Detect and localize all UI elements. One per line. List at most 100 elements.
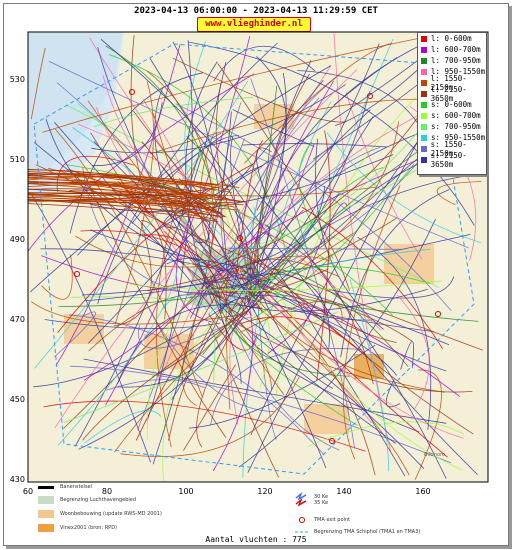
flight-track <box>57 163 253 333</box>
flight-track <box>146 70 214 270</box>
flight-track <box>97 42 278 305</box>
flight-track <box>54 311 97 358</box>
flight-track <box>90 229 256 270</box>
altitude-legend-label: s: 1550-2150m <box>430 139 467 158</box>
altitude-legend-item: s: 600-700m <box>418 110 486 121</box>
flight-track <box>172 57 347 123</box>
flight-track <box>80 230 252 316</box>
flight-track <box>238 218 436 468</box>
flight-track <box>63 265 223 429</box>
tma-exit-icon <box>299 517 305 523</box>
flight-track <box>30 65 332 293</box>
map-legend: Banenstelsel Begrenzing Luchthavengebied… <box>28 482 488 538</box>
flight-track <box>54 69 358 429</box>
flight-track <box>199 132 249 316</box>
flight-track <box>267 306 312 355</box>
flight-track <box>82 303 258 441</box>
flight-track <box>213 320 216 388</box>
y-tick-label: 470 <box>10 315 25 324</box>
color-swatch <box>421 79 427 86</box>
flight-track <box>255 116 374 296</box>
flight-track <box>251 266 430 295</box>
flight-track <box>208 313 258 351</box>
flight-track <box>28 173 232 193</box>
urban-swatch <box>38 510 54 518</box>
flight-track <box>258 288 464 439</box>
flight-track <box>120 376 300 457</box>
flight-track <box>307 421 465 447</box>
altitude-legend-label: s: 600-700m <box>431 111 481 120</box>
x-axis: 60 80 100 120 140 160 <box>23 487 431 496</box>
flight-track <box>343 185 401 460</box>
legend-label: Woonbebouwing (update RWS-MD 2001) <box>60 511 162 517</box>
flight-track <box>188 344 376 429</box>
flight-track <box>210 348 362 426</box>
flight-track <box>185 184 327 469</box>
flight-track <box>108 54 287 252</box>
flight-track <box>28 177 243 203</box>
flight-track <box>30 301 245 325</box>
flight-track <box>414 369 442 480</box>
flight-track <box>208 322 280 478</box>
flight-track <box>219 236 251 280</box>
map-frame: 2023-04-13 06:00:00 - 2023-04-13 11:29:5… <box>3 3 509 546</box>
legend-runways: Banenstelsel <box>38 484 92 490</box>
flight-track <box>188 41 475 226</box>
flight-track <box>258 121 399 281</box>
flight-track <box>166 257 222 314</box>
legend-tma-boundary: Begrenzing TMA Schiphol (TMA1 en TMA3) <box>294 528 420 536</box>
y-tick-label: 490 <box>10 235 25 244</box>
flight-track <box>248 73 310 306</box>
flight-track <box>28 180 222 201</box>
flight-track <box>240 300 343 333</box>
flight-track <box>56 155 135 193</box>
altitude-legend-label: l: 0-600m <box>431 34 472 43</box>
legend-label: Begrenzing TMA Schiphol (TMA1 en TMA3) <box>314 529 421 535</box>
altitude-legend-item: s: 0-600m <box>418 99 486 110</box>
flight-track <box>30 47 46 120</box>
color-swatch <box>421 68 427 75</box>
flight-track <box>253 80 334 275</box>
flight-track <box>87 100 241 267</box>
flight-track <box>220 318 242 384</box>
flight-track <box>78 278 270 450</box>
flight-track <box>316 130 331 381</box>
altitude-legend-label: l: 600-700m <box>431 45 481 54</box>
flight-track <box>48 61 469 249</box>
flight-track <box>223 288 271 389</box>
color-swatch <box>421 145 427 152</box>
flight-track <box>228 247 402 250</box>
flight-track <box>28 193 208 200</box>
flight-track <box>250 266 334 389</box>
flight-track <box>149 57 478 475</box>
flight-track <box>131 280 443 291</box>
flight-track <box>44 319 221 329</box>
legend-vinex: Vinex2001 (bron: RPD) <box>38 524 117 532</box>
flight-track <box>152 91 371 378</box>
flight-track <box>357 236 432 430</box>
flight-track <box>54 128 203 397</box>
legend-label: Vinex2001 (bron: RPD) <box>60 525 117 531</box>
flight-track <box>228 240 304 313</box>
flight-track <box>185 61 218 304</box>
flight-track <box>263 167 384 297</box>
flight-track <box>229 176 464 298</box>
altitude-legend-item: s: 700-950m <box>418 121 486 132</box>
flight-track <box>137 319 237 349</box>
legend-label: Begrenzing Luchthavengebied <box>60 497 137 503</box>
flight-track <box>232 109 315 147</box>
y-tick-label: 530 <box>10 75 25 84</box>
flight-track <box>258 43 380 268</box>
flight-track <box>184 122 241 286</box>
flight-track <box>261 286 413 342</box>
flight-track <box>81 234 471 296</box>
altitude-legend-item: s: 1550-2150m <box>418 140 486 158</box>
x-tick-label: 80 <box>102 487 112 496</box>
flight-track <box>227 318 473 393</box>
altitude-legend-label: l: 950-1550m <box>431 67 486 76</box>
flight-track <box>77 124 382 331</box>
flight-track <box>305 202 348 279</box>
altitude-legend-label: l: 700-950m <box>431 56 481 65</box>
flight-track <box>28 186 223 201</box>
color-swatch <box>421 123 427 130</box>
